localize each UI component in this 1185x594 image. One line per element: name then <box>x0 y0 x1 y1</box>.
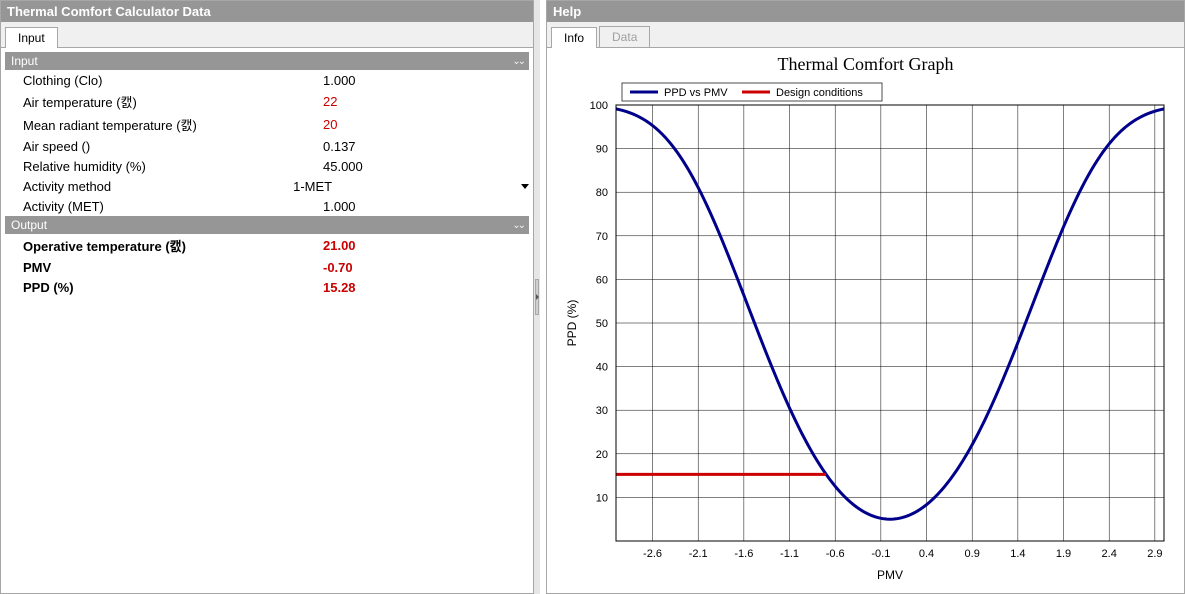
svg-text:20: 20 <box>595 449 607 461</box>
left-tabs: Input <box>1 22 533 48</box>
output-section-header[interactable]: Output ⌄⌄ <box>5 216 529 234</box>
input-label: Activity (MET) <box>23 199 323 214</box>
collapse-icon: ⌄⌄ <box>512 56 523 67</box>
output-value: -0.70 <box>323 260 353 275</box>
calculator-panel-title: Thermal Comfort Calculator Data <box>1 1 533 22</box>
svg-text:50: 50 <box>595 318 607 330</box>
tab-input[interactable]: Input <box>5 27 58 48</box>
output-row: PPD (%)15.28 <box>5 277 529 297</box>
input-value[interactable]: 45.000 <box>323 159 363 174</box>
input-section-header[interactable]: Input ⌄⌄ <box>5 52 529 70</box>
chevron-down-icon <box>521 184 529 189</box>
input-row: Air temperature (캜)22 <box>5 90 529 113</box>
thermal-comfort-chart: -2.6 -2.1 -1.6 -1.1 -0.6 -0.1 0.4 0.9 1.4 1.9 2.4 2… <box>556 79 1176 589</box>
help-panel: Help Info Data Thermal Comfort Graph -2.… <box>546 0 1185 594</box>
svg-text:0.4: 0.4 <box>918 548 933 560</box>
output-section-label: Output <box>11 218 47 232</box>
input-row: Air speed ()0.137 <box>5 136 529 156</box>
svg-text:1.9: 1.9 <box>1055 548 1070 560</box>
svg-text:40: 40 <box>595 362 607 374</box>
svg-text:10: 10 <box>595 492 607 504</box>
splitter[interactable] <box>534 0 540 594</box>
output-label: PMV <box>23 260 323 275</box>
svg-text:1.4: 1.4 <box>1010 548 1025 560</box>
input-value[interactable]: 1.000 <box>323 199 356 214</box>
output-label: Operative temperature (캜) <box>23 236 323 255</box>
legend-label: Design conditions <box>776 87 863 99</box>
collapse-icon: ⌄⌄ <box>512 220 523 231</box>
output-row: Operative temperature (캜)21.00 <box>5 234 529 257</box>
output-rows: Operative temperature (캜)21.00PMV-0.70PP… <box>5 234 529 297</box>
output-value: 21.00 <box>323 238 356 253</box>
help-panel-title: Help <box>547 1 1184 22</box>
input-label: Activity method <box>23 179 293 194</box>
legend-label: PPD vs PMV <box>664 87 728 99</box>
input-rows: Clothing (Clo)1.000Air temperature (캜)22… <box>5 70 529 216</box>
svg-text:-2.1: -2.1 <box>688 548 707 560</box>
input-label: Mean radiant temperature (캜) <box>23 115 323 134</box>
right-panel-body: Thermal Comfort Graph -2.6 -2.1 -1.6 -1.1 -0… <box>547 48 1184 593</box>
svg-text:-0.1: -0.1 <box>871 548 890 560</box>
tab-info[interactable]: Info <box>551 27 597 48</box>
svg-text:PMV: PMV <box>876 568 902 582</box>
svg-text:60: 60 <box>595 274 607 286</box>
input-value[interactable]: 0.137 <box>323 139 356 154</box>
input-section-label: Input <box>11 54 38 68</box>
chart-title: Thermal Comfort Graph <box>778 54 954 75</box>
svg-text:-0.6: -0.6 <box>825 548 844 560</box>
input-row: Mean radiant temperature (캜)20 <box>5 113 529 136</box>
svg-text:0.9: 0.9 <box>964 548 979 560</box>
input-value[interactable]: 20 <box>323 117 337 132</box>
svg-text:2.9: 2.9 <box>1147 548 1162 560</box>
calculator-panel: Thermal Comfort Calculator Data Input In… <box>0 0 534 594</box>
output-label: PPD (%) <box>23 280 323 295</box>
input-select-value: 1-MET <box>293 179 332 194</box>
input-row: Relative humidity (%)45.000 <box>5 156 529 176</box>
svg-text:30: 30 <box>595 405 607 417</box>
tab-data[interactable]: Data <box>599 26 650 47</box>
input-value[interactable]: 22 <box>323 94 337 109</box>
svg-text:80: 80 <box>595 187 607 199</box>
svg-text:-2.6: -2.6 <box>643 548 662 560</box>
svg-text:PPD (%): PPD (%) <box>565 300 579 347</box>
svg-text:-1.6: -1.6 <box>734 548 753 560</box>
input-label: Clothing (Clo) <box>23 73 323 88</box>
left-panel-body: Input ⌄⌄ Clothing (Clo)1.000Air temperat… <box>1 48 533 593</box>
svg-text:100: 100 <box>589 100 607 112</box>
svg-text:70: 70 <box>595 231 607 243</box>
input-row: Clothing (Clo)1.000 <box>5 70 529 90</box>
svg-text:2.4: 2.4 <box>1101 548 1116 560</box>
svg-text:-1.1: -1.1 <box>780 548 799 560</box>
output-value: 15.28 <box>323 280 356 295</box>
right-tabs: Info Data <box>547 22 1184 48</box>
chart-container: Thermal Comfort Graph -2.6 -2.1 -1.6 -1.1 -0… <box>551 52 1180 589</box>
svg-text:90: 90 <box>595 144 607 156</box>
input-label: Relative humidity (%) <box>23 159 323 174</box>
input-value[interactable]: 1.000 <box>323 73 356 88</box>
input-select[interactable]: 1-MET <box>293 179 529 194</box>
input-label: Air temperature (캜) <box>23 92 323 111</box>
output-row: PMV-0.70 <box>5 257 529 277</box>
splitter-grip-icon <box>535 279 539 315</box>
input-label: Air speed () <box>23 139 323 154</box>
input-row: Activity method1-MET <box>5 176 529 196</box>
input-row: Activity (MET)1.000 <box>5 196 529 216</box>
